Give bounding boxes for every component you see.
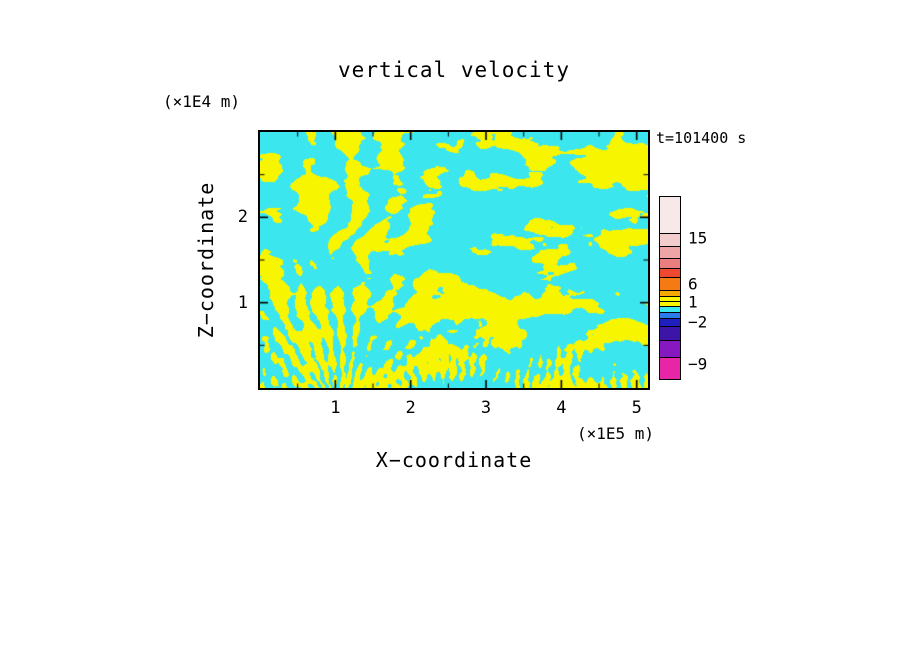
x-tick-label: 4 — [556, 398, 567, 418]
colorbar-label: 15 — [688, 228, 708, 248]
colorbar-label: 1 — [688, 292, 698, 312]
x-unit-label: (×1E5 m) — [576, 424, 654, 443]
colorbar-segment — [660, 246, 680, 258]
colorbar-label: −2 — [688, 312, 708, 332]
heatmap-canvas — [260, 132, 648, 388]
chart-title: vertical velocity — [338, 58, 570, 82]
colorbar-segment — [660, 258, 680, 268]
colorbar-segment — [660, 197, 680, 233]
colorbar-label: 6 — [688, 274, 698, 294]
colorbar — [659, 196, 681, 380]
colorbar-segment — [660, 357, 680, 379]
y-unit-label: (×1E4 m) — [163, 92, 241, 111]
colorbar-segment — [660, 306, 680, 312]
x-tick-label: 1 — [330, 398, 341, 418]
colorbar-segment — [660, 318, 680, 326]
colorbar-segment — [660, 277, 680, 290]
x-tick-label: 3 — [480, 398, 492, 418]
x-axis-title: X−coordinate — [375, 448, 533, 472]
x-tick-label: 5 — [631, 398, 642, 418]
colorbar-segment — [660, 301, 680, 306]
colorbar-segment — [660, 290, 680, 296]
time-annotation: t=101400 s — [656, 129, 747, 147]
colorbar-segment — [660, 268, 680, 277]
plot-area — [258, 130, 650, 390]
colorbar-segment — [660, 233, 680, 246]
y-tick-label: 1 — [237, 292, 248, 313]
colorbar-label: −9 — [688, 354, 708, 374]
colorbar-segment — [660, 296, 680, 301]
colorbar-segment — [660, 312, 680, 318]
colorbar-segment — [660, 326, 680, 340]
colorbar-segment — [660, 340, 680, 357]
x-tick-label: 2 — [405, 398, 416, 418]
y-axis-title: Z−coordinate — [194, 181, 218, 339]
y-tick-label: 2 — [237, 207, 248, 228]
